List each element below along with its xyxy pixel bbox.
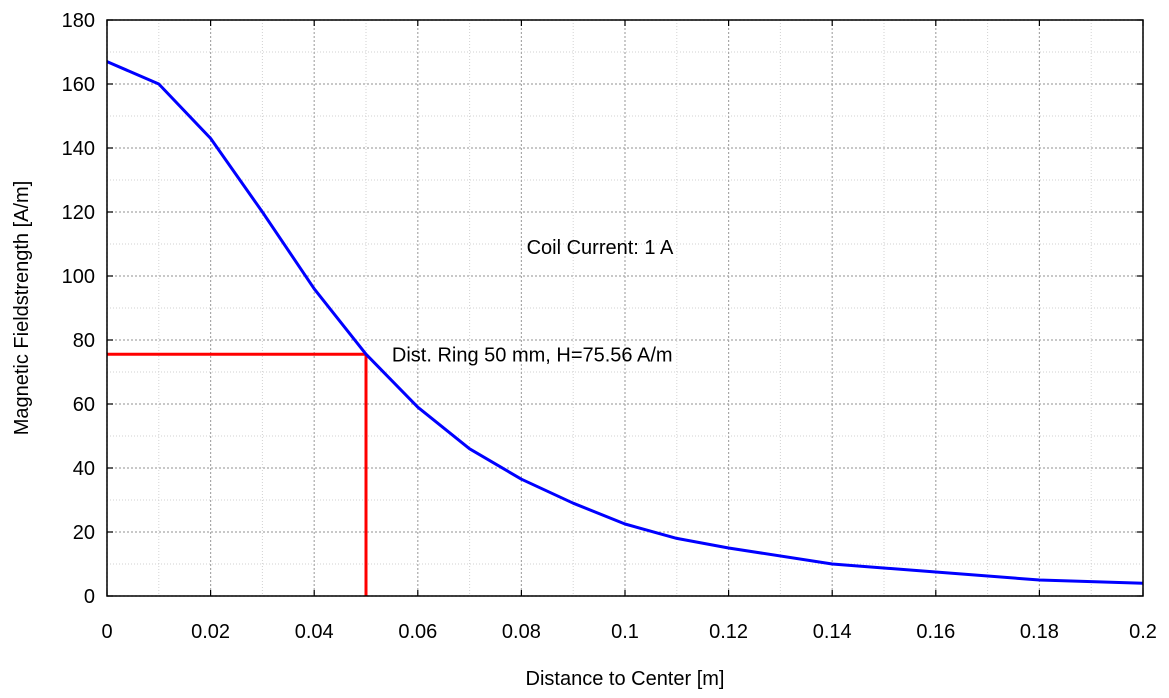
y-tick-label: 140 <box>62 138 95 160</box>
x-tick-label: 0.18 <box>1020 621 1059 643</box>
grid <box>106 19 1144 597</box>
y-axis-label: Magnetic Fieldstrength [A/m] <box>11 181 33 436</box>
series-line <box>106 60 1144 585</box>
y-axis-tick-labels: 0 20 40 60 80 100 120 140 160 180 <box>62 10 95 608</box>
plot-area <box>106 60 1144 596</box>
x-tick-label: 0.02 <box>191 621 230 643</box>
y-tick-label: 160 <box>62 74 95 96</box>
y-tick-label: 0 <box>84 586 95 608</box>
x-tick-label: 0.14 <box>813 621 852 643</box>
y-tick-label: 120 <box>62 202 95 224</box>
x-tick-label: 0.06 <box>398 621 437 643</box>
x-tick-label: 0.04 <box>295 621 334 643</box>
y-tick-label: 40 <box>73 458 95 480</box>
x-tick-label: 0.12 <box>709 621 748 643</box>
y-tick-label: 60 <box>73 394 95 416</box>
x-tick-label: 0.08 <box>502 621 541 643</box>
x-tick-label: 0 <box>101 621 112 643</box>
y-tick-label: 100 <box>62 266 95 288</box>
x-tick-label: 0.1 <box>611 621 639 643</box>
annotation-text: Coil Current: 1 A <box>527 237 674 259</box>
x-axis-tick-labels: 0 0.02 0.04 0.06 0.08 0.1 0.12 0.14 0.16 0.18 0.2 <box>101 621 1156 643</box>
x-tick-label: 0.2 <box>1129 621 1157 643</box>
x-axis-label: Distance to Center [m] <box>526 668 725 690</box>
annotation-text: Dist. Ring 50 mm, H=75.56 A/m <box>392 344 673 366</box>
y-tick-label: 180 <box>62 10 95 32</box>
x-tick-label: 0.16 <box>916 621 955 643</box>
axis-ticks <box>106 19 1144 597</box>
y-tick-label: 80 <box>73 330 95 352</box>
annotations: Coil Current: 1 A Dist. Ring 50 mm, H=75.… <box>392 237 674 366</box>
y-tick-label: 20 <box>73 522 95 544</box>
